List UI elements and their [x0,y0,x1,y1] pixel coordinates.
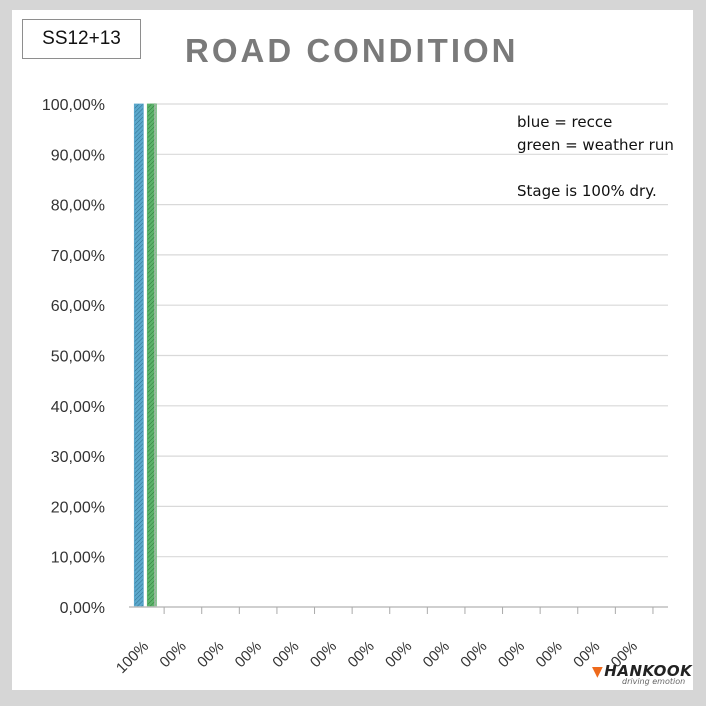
x-tick-label: 00% [307,638,340,671]
legend-note-weather-run: green = weather run [517,136,674,154]
x-tick-label: 00% [194,638,227,671]
y-tick-label: 60,00% [51,298,105,315]
x-tick-label: 00% [533,638,566,671]
y-tick-label: 100,00% [42,97,105,114]
hankook-logo: ▼HANKOOK driving emotion [592,662,692,686]
x-tick-label: 00% [269,638,302,671]
y-tick-label: 90,00% [51,147,105,164]
y-tick-label: 20,00% [51,499,105,516]
road-condition-chart: 0,00% 10,00% 20,00% 30,00% 40,00% 50,00% 60,00… [42,97,668,677]
legend-notes: blue = recce green = weather run Stage i… [517,111,674,203]
y-tick-label: 50,00% [51,349,105,366]
y-tick-label: 30,00% [51,449,105,466]
x-tick-label: 00% [382,638,415,671]
hankook-wing-icon: ▼ [592,664,604,680]
x-tick-label: 00% [457,638,490,671]
x-tick-label: 00% [495,638,528,671]
stage-label: SS12+13 [22,19,141,59]
x-tick-label: 100% [113,638,152,677]
y-tick-label: 10,00% [51,550,105,567]
brand-name: HANKOOK [604,662,693,680]
x-tick-label: 00% [420,638,453,671]
y-tick-label: 80,00% [51,198,105,215]
chart-title: ROAD CONDITION [185,32,519,69]
stage-dry-note: Stage is 100% dry. [517,182,657,200]
y-tick-label: 40,00% [51,399,105,416]
x-tick-label: 00% [156,638,189,671]
x-tick-label: 00% [232,638,265,671]
y-tick-label: 70,00% [51,248,105,265]
brand-tagline: driving emotion [622,677,686,686]
chart-panel: SS12+13 ROAD CONDITION 0,00% 10,00% 20,00%… [12,10,693,690]
x-tick-label: 00% [345,638,378,671]
y-tick-label: 0,00% [60,600,105,617]
legend-note-recce: blue = recce [517,113,613,131]
bar-recce [133,103,144,608]
